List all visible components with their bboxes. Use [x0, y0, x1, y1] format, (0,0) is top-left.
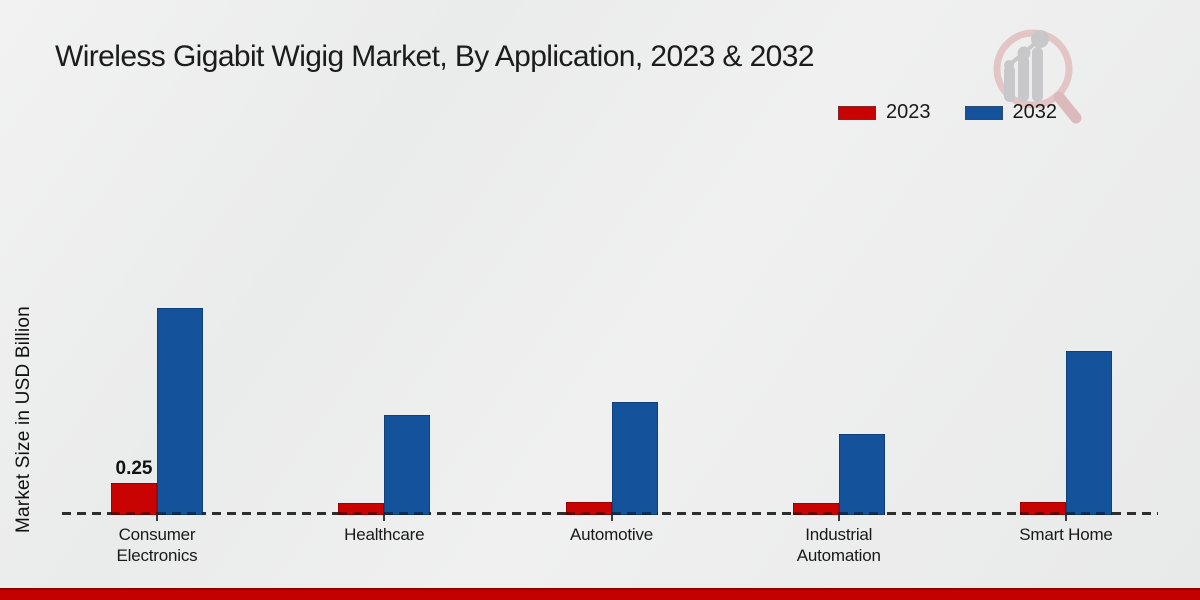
chart-title: Wireless Gigabit Wigig Market, By Applic…: [55, 40, 815, 73]
bar-baseline-dash-overlay: [1020, 511, 1066, 515]
x-axis-tick: [383, 515, 386, 521]
bar-2023-healthcare: [338, 503, 385, 515]
bar-2023-smart-home: [1020, 502, 1066, 515]
bar-baseline-dash-overlay: [338, 511, 385, 515]
legend-swatch-2032: [964, 105, 1003, 120]
bar-baseline-dash-overlay: [838, 511, 885, 515]
bar-2023-industrial-automation: [792, 503, 839, 515]
bar-baseline-dash-overlay: [611, 511, 658, 515]
footer-red-stripe: [0, 588, 1200, 600]
bar-2032-consumer-electronics: [157, 307, 203, 515]
bar-value-label: 0.25: [115, 458, 153, 479]
bar-baseline-dash-overlay: [111, 512, 157, 515]
bar-baseline-dash-overlay: [792, 511, 839, 515]
bar-2032-industrial-automation: [838, 434, 885, 515]
category-label: Healthcare: [344, 525, 425, 544]
bar-2032-smart-home: [1066, 351, 1112, 515]
bar-baseline-dash-overlay: [565, 511, 612, 515]
bar-baseline-dash-overlay: [1066, 511, 1112, 515]
category-label: Industrial Automation: [796, 525, 881, 565]
bar-2032-automotive: [611, 402, 658, 515]
x-axis-tick: [610, 515, 613, 521]
legend-item-2023: 2023: [838, 101, 931, 124]
bar-2032-healthcare: [384, 415, 431, 515]
x-axis-tick: [156, 515, 158, 521]
category-label: Automotive: [569, 525, 654, 544]
legend-label-2032: 2032: [1012, 101, 1058, 123]
legend-swatch-2023: [838, 105, 876, 120]
category-label: Smart Home: [1019, 525, 1113, 544]
bar-baseline-dash-overlay: [157, 511, 203, 515]
legend-item-2032: 2032: [964, 101, 1058, 124]
bar-2023-automotive: [565, 502, 612, 515]
legend-label-2023: 2023: [886, 101, 931, 123]
category-label: Consumer Electronics: [116, 525, 198, 565]
bar-baseline-dash-overlay: [384, 511, 431, 515]
magnifier-bar-chart-logo-icon: [993, 29, 1082, 124]
legend: 2023 2032: [838, 101, 1057, 124]
x-axis-tick: [1065, 515, 1067, 521]
x-axis-tick: [837, 515, 840, 521]
bar-2023-consumer-electronics: [111, 483, 157, 515]
